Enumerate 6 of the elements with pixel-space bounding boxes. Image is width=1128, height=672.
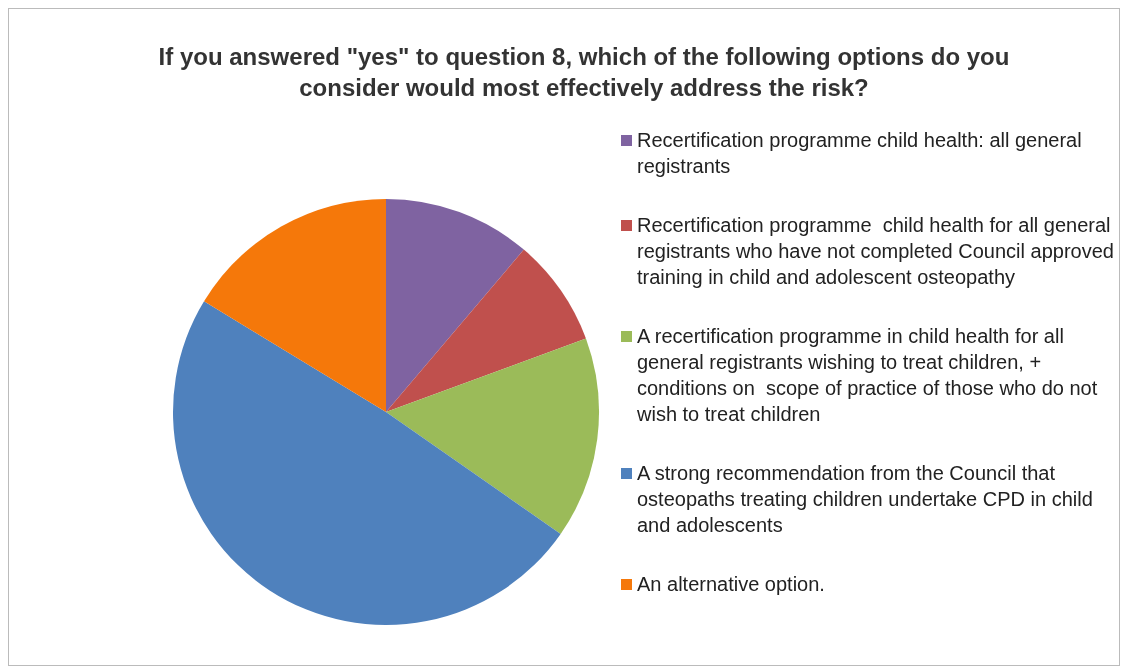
legend-label: Recertification programme child health for all general registrants who have not completed Council approved training in child and adolescent osteopathy	[637, 213, 1115, 290]
chart-title: If you answered "yes" to question 8, which of the following options do you consider would most effectively address the risk?	[157, 42, 1011, 103]
legend-label: Recertification programme child health: all general registrants	[637, 128, 1083, 179]
legend-label: A strong recommendation from the Council that osteopaths treating children undertake CPD in child and adolescents	[637, 461, 1094, 538]
legend-label: A recertification programme in child health for all general registrants wishing to treat children, + conditions on scope of practice of those who do not wish to treat children	[637, 324, 1099, 427]
legend-label: An alternative option.	[637, 572, 825, 597]
